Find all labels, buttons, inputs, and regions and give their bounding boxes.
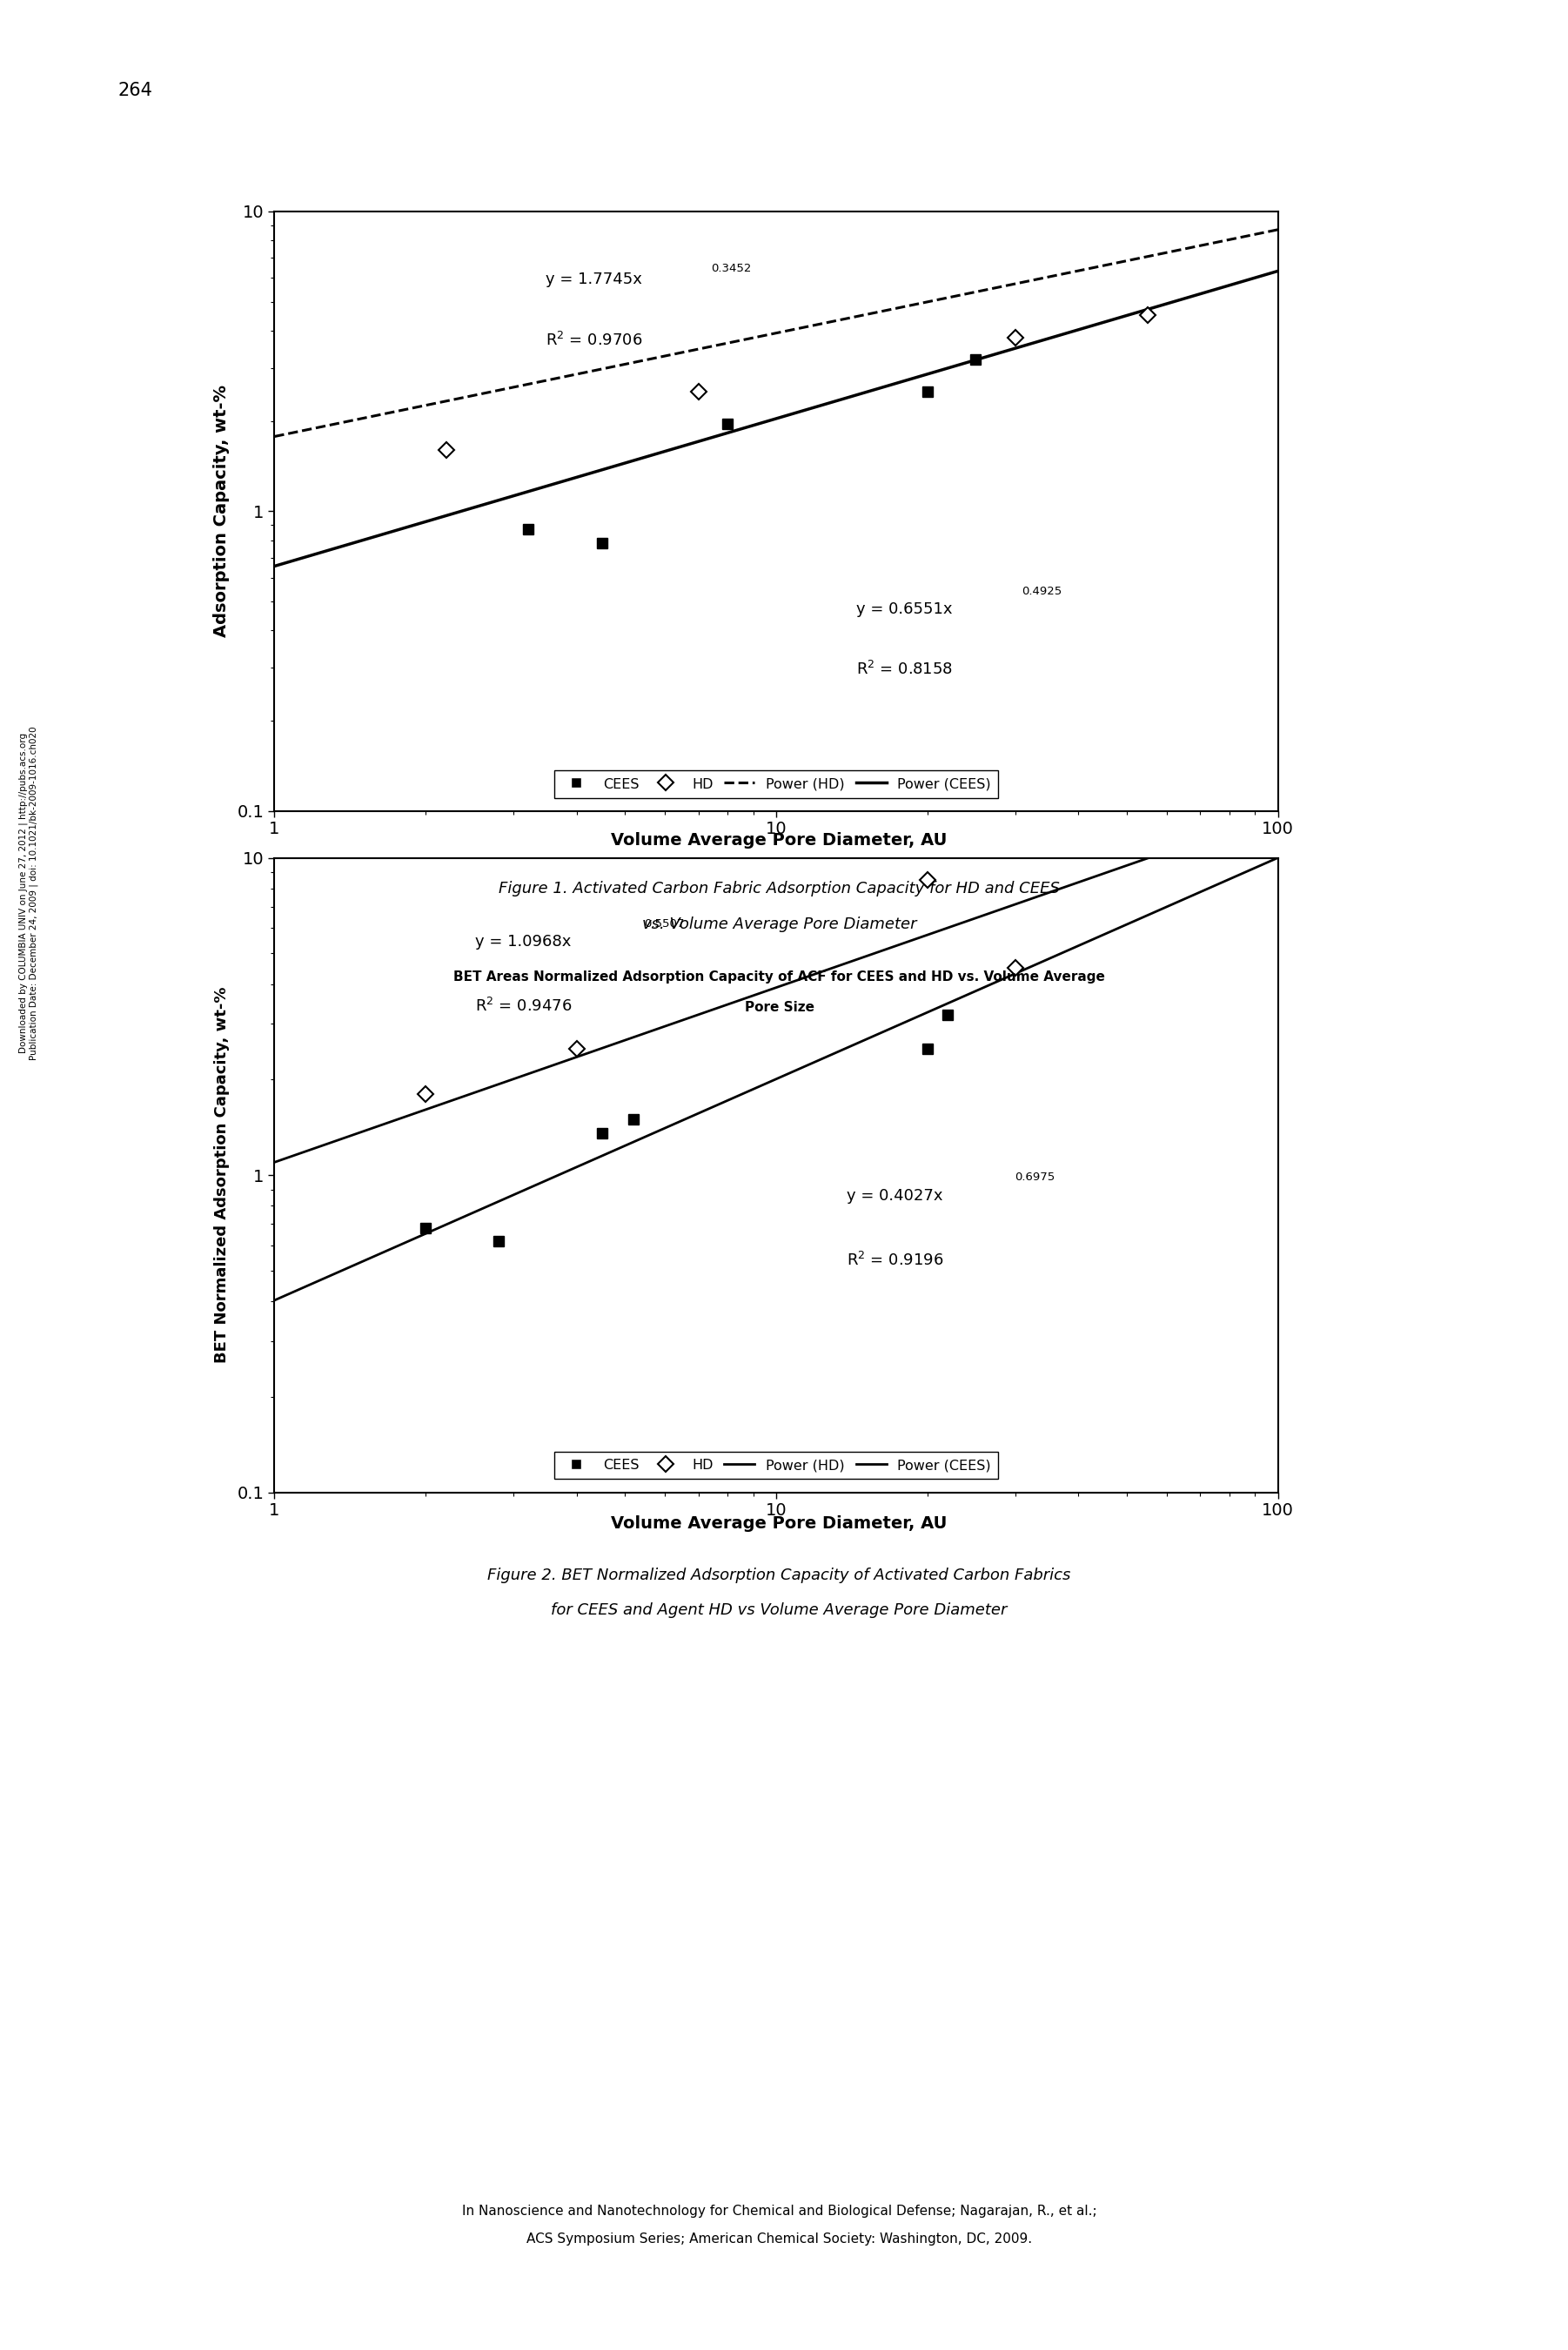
Text: Volume Average Pore Diameter, AU: Volume Average Pore Diameter, AU [612, 832, 947, 848]
Text: Volume Average Pore Diameter, AU: Volume Average Pore Diameter, AU [612, 1516, 947, 1532]
Text: for CEES and Agent HD vs Volume Average Pore Diameter: for CEES and Agent HD vs Volume Average … [552, 1603, 1007, 1619]
Text: Figure 1. Activated Carbon Fabric Adsorption Capacity for HD and CEES: Figure 1. Activated Carbon Fabric Adsorp… [499, 881, 1060, 898]
Text: y = 1.7745x: y = 1.7745x [546, 273, 641, 287]
Text: Pore Size: Pore Size [745, 1001, 814, 1015]
Text: Downloaded by COLUMBIA UNIV on June 27, 2012 | http://pubs.acs.org
Publication D: Downloaded by COLUMBIA UNIV on June 27, … [19, 726, 38, 1060]
Text: ACS Symposium Series; American Chemical Society: Washington, DC, 2009.: ACS Symposium Series; American Chemical … [527, 2232, 1032, 2247]
Text: 264: 264 [118, 82, 152, 99]
Text: BET Areas Normalized Adsorption Capacity of ACF for CEES and HD vs. Volume Avera: BET Areas Normalized Adsorption Capacity… [453, 971, 1105, 985]
Text: 0.5507: 0.5507 [644, 919, 684, 928]
Text: y = 0.6551x: y = 0.6551x [856, 602, 953, 616]
Y-axis label: BET Normalized Adsorption Capacity, wt-%: BET Normalized Adsorption Capacity, wt-% [215, 987, 230, 1363]
Text: R$^2$ = 0.9196: R$^2$ = 0.9196 [847, 1250, 944, 1269]
Text: In Nanoscience and Nanotechnology for Chemical and Biological Defense; Nagarajan: In Nanoscience and Nanotechnology for Ch… [463, 2204, 1096, 2218]
Text: R$^2$ = 0.9476: R$^2$ = 0.9476 [475, 996, 572, 1015]
Text: Figure 2. BET Normalized Adsorption Capacity of Activated Carbon Fabrics: Figure 2. BET Normalized Adsorption Capa… [488, 1567, 1071, 1584]
Legend: CEES, HD, Power (HD), Power (CEES): CEES, HD, Power (HD), Power (CEES) [554, 1452, 999, 1478]
Text: y = 1.0968x: y = 1.0968x [475, 933, 571, 949]
Text: vs. Volume Average Pore Diameter: vs. Volume Average Pore Diameter [641, 916, 917, 933]
Legend: CEES, HD, Power (HD), Power (CEES): CEES, HD, Power (HD), Power (CEES) [554, 771, 999, 797]
Text: 0.4925: 0.4925 [1022, 585, 1062, 597]
Text: y = 0.4027x: y = 0.4027x [847, 1187, 942, 1203]
Text: 0.3452: 0.3452 [710, 263, 751, 273]
Y-axis label: Adsorption Capacity, wt-%: Adsorption Capacity, wt-% [213, 385, 230, 637]
Text: R$^2$ = 0.9706: R$^2$ = 0.9706 [546, 331, 643, 348]
Text: R$^2$ = 0.8158: R$^2$ = 0.8158 [856, 660, 953, 679]
Text: 0.6975: 0.6975 [1014, 1173, 1055, 1182]
